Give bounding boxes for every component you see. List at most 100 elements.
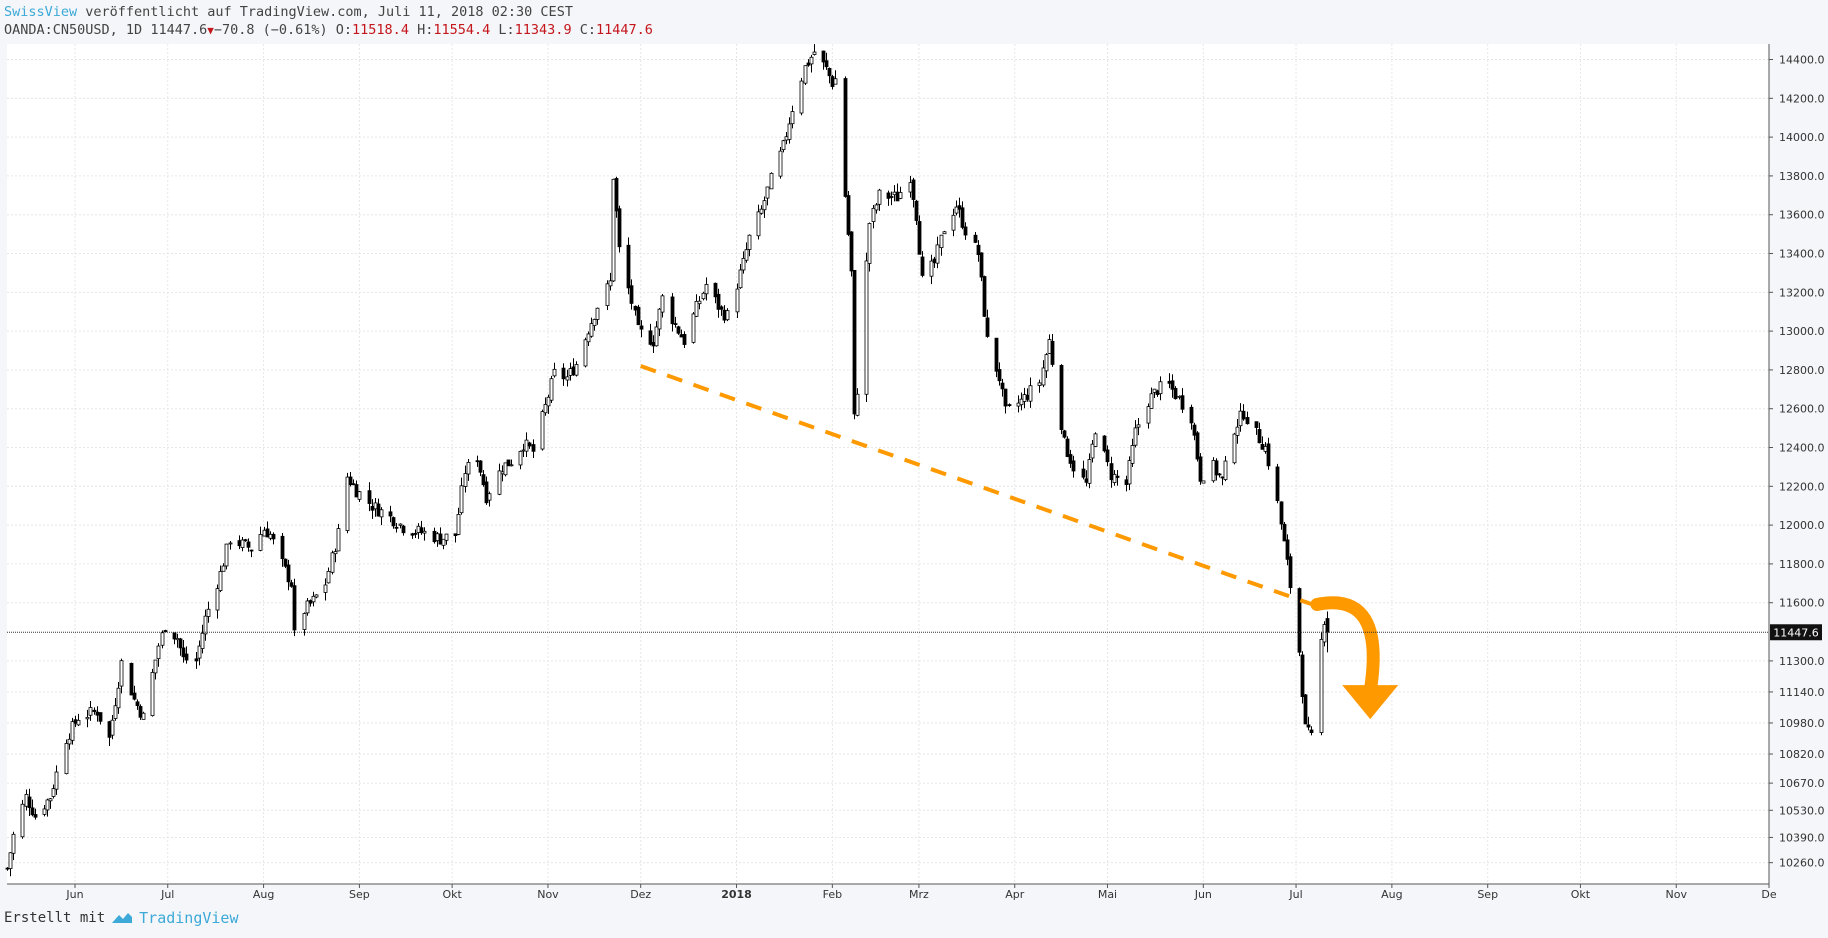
tradingview-brand-link[interactable]: TradingView bbox=[139, 909, 239, 927]
candle bbox=[694, 294, 699, 317]
candle-body bbox=[790, 111, 795, 125]
candle bbox=[917, 215, 922, 255]
candle bbox=[70, 717, 75, 745]
candle bbox=[617, 205, 622, 253]
candle-body bbox=[852, 269, 857, 415]
candle bbox=[886, 190, 891, 206]
price-axis[interactable]: 14400.0 14200.0 14000.0 13800.0 13600.0 13400… bbox=[1769, 54, 1825, 870]
candle-body bbox=[1192, 424, 1197, 436]
candle bbox=[311, 591, 316, 607]
candle bbox=[951, 208, 956, 237]
candle-body bbox=[1019, 398, 1024, 406]
candle-body bbox=[30, 807, 35, 816]
candle bbox=[1288, 553, 1293, 594]
candle bbox=[963, 222, 968, 240]
candle bbox=[1170, 374, 1175, 398]
candle-body bbox=[976, 244, 981, 256]
candle-body bbox=[156, 645, 161, 660]
candle-body bbox=[806, 62, 811, 66]
candle bbox=[639, 320, 644, 338]
candle bbox=[141, 711, 146, 720]
price-change: −70.8 (−0.61%) bbox=[213, 22, 328, 38]
candle bbox=[701, 291, 706, 301]
candle-body bbox=[704, 284, 709, 295]
candle bbox=[323, 578, 328, 601]
x-tick-label: Mai bbox=[1098, 888, 1117, 901]
candle-body bbox=[932, 258, 937, 264]
candle-body bbox=[1146, 406, 1151, 424]
candle-body bbox=[8, 852, 13, 869]
candle-body bbox=[561, 367, 566, 380]
candle-body bbox=[1232, 433, 1237, 464]
candle bbox=[203, 609, 208, 641]
candle-body bbox=[821, 50, 826, 63]
candle-body bbox=[107, 721, 112, 738]
time-axis[interactable]: Jun Jul Aug Sep Okt Nov Dez 2018 Feb Mrz Apr Mai Jun… bbox=[65, 884, 1777, 901]
trendline[interactable] bbox=[640, 364, 1325, 611]
candle-body bbox=[289, 582, 294, 587]
candle-body bbox=[391, 517, 396, 527]
candle-body bbox=[1003, 388, 1008, 407]
candle-body bbox=[506, 459, 511, 467]
candle bbox=[336, 523, 341, 552]
candle bbox=[487, 491, 492, 507]
candle bbox=[1282, 522, 1287, 542]
arrow-shaft[interactable] bbox=[1310, 596, 1380, 698]
candle bbox=[954, 200, 959, 216]
candle-body bbox=[200, 632, 205, 649]
candle-body bbox=[1041, 367, 1046, 386]
candle bbox=[181, 640, 186, 663]
candle bbox=[345, 472, 350, 534]
candle bbox=[561, 363, 566, 386]
y-tick-label: 12400.0 bbox=[1779, 442, 1825, 455]
candle bbox=[302, 612, 307, 636]
publication-line: SwissView veröffentlicht auf TradingView… bbox=[4, 4, 573, 20]
candle-body bbox=[487, 493, 492, 501]
candle bbox=[799, 77, 804, 116]
y-tick-label: 14200.0 bbox=[1779, 92, 1825, 105]
candle bbox=[1028, 377, 1033, 408]
candle-body bbox=[314, 594, 319, 598]
candle bbox=[827, 67, 832, 84]
candle bbox=[76, 713, 81, 727]
candle bbox=[30, 799, 35, 817]
candle-body bbox=[323, 584, 328, 593]
candle-body bbox=[354, 484, 359, 498]
candle-body bbox=[725, 310, 730, 321]
candle bbox=[394, 522, 399, 533]
candle-body bbox=[756, 211, 761, 237]
candle bbox=[589, 317, 594, 338]
candle bbox=[660, 294, 665, 318]
candle bbox=[54, 765, 59, 795]
candle-body bbox=[249, 549, 254, 552]
author-link[interactable]: SwissView bbox=[4, 4, 78, 20]
candle bbox=[1198, 453, 1203, 485]
candle-body bbox=[1201, 480, 1206, 484]
candle-body bbox=[258, 534, 263, 551]
open-value: 11518.4 bbox=[352, 22, 409, 38]
candle bbox=[595, 307, 600, 325]
candle bbox=[413, 529, 418, 538]
candle-body bbox=[218, 571, 223, 592]
candle bbox=[676, 325, 681, 335]
candle-body bbox=[1260, 443, 1265, 450]
candle-body bbox=[812, 51, 817, 55]
candle bbox=[1180, 388, 1185, 413]
x-tick-label: Okt bbox=[442, 888, 462, 901]
open-label: O: bbox=[335, 22, 353, 38]
arrow-down-icon[interactable] bbox=[1342, 685, 1399, 720]
candle-body bbox=[95, 711, 100, 716]
candle bbox=[759, 205, 764, 215]
x-tick-label: Nov bbox=[537, 888, 559, 901]
candle-body bbox=[929, 260, 934, 277]
candle-body bbox=[744, 249, 749, 261]
candle-body bbox=[51, 788, 56, 797]
candle-body bbox=[651, 341, 656, 347]
candle bbox=[1257, 422, 1262, 444]
candle-body bbox=[1266, 443, 1271, 467]
candle bbox=[871, 205, 876, 229]
y-tick-label: 12800.0 bbox=[1779, 364, 1825, 377]
candle bbox=[1322, 621, 1327, 647]
candle bbox=[1275, 463, 1280, 504]
